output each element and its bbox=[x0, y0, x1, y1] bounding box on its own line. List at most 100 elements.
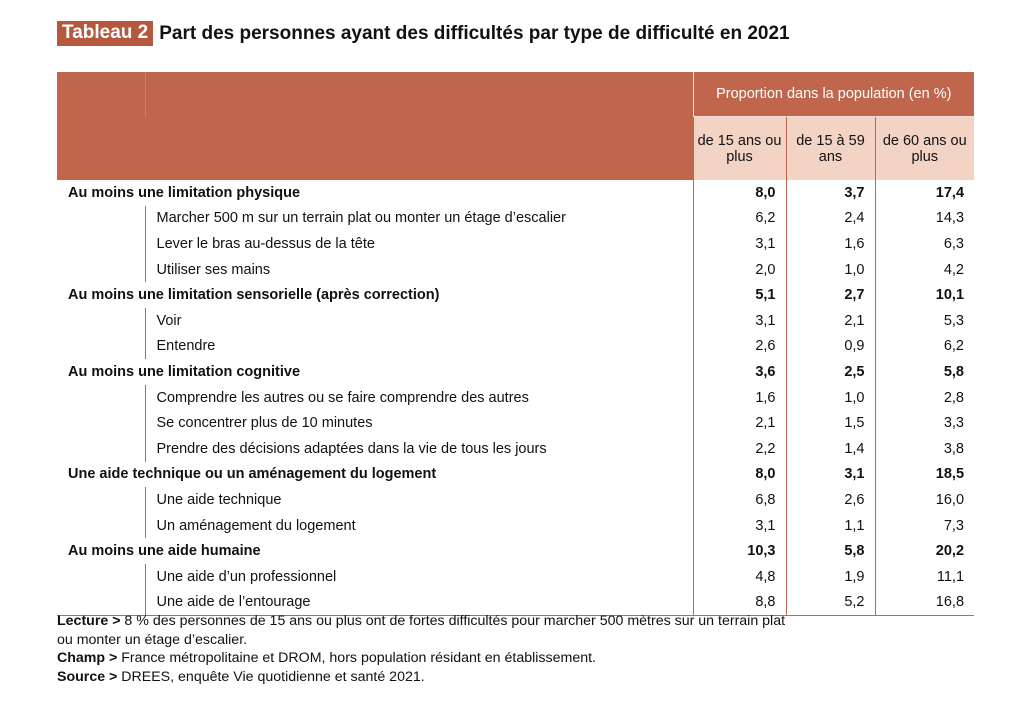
value-60-plus: 5,3 bbox=[874, 307, 975, 334]
row-label: Une aide de l’entourage bbox=[145, 589, 693, 617]
value-60-plus: 14,3 bbox=[874, 205, 975, 232]
header-group-label: Proportion dans la population (en %) bbox=[692, 72, 975, 117]
value-60-plus: 7,3 bbox=[874, 512, 975, 539]
row-label: Une aide technique bbox=[156, 491, 282, 508]
value-60-plus: 6,2 bbox=[874, 333, 975, 360]
row-label: Un aménagement du logement bbox=[156, 517, 356, 534]
value-60-plus: 6,3 bbox=[874, 231, 975, 257]
row-indent bbox=[57, 333, 146, 360]
value-15-59: 3,1 bbox=[785, 461, 875, 488]
note-champ-text: France métropolitaine et DROM, hors popu… bbox=[117, 650, 596, 666]
category-row: Une aide technique ou un aménagement du … bbox=[57, 461, 975, 488]
column-header-60-plus: de 60 ans ou plus bbox=[874, 116, 975, 180]
value-60-plus: 3,3 bbox=[874, 410, 975, 436]
row-indent bbox=[57, 205, 146, 232]
value-60-plus: 4,2 bbox=[874, 256, 975, 283]
table-title: Part des personnes ayant des difficultés… bbox=[159, 22, 790, 44]
value-15-59: 5,2 bbox=[785, 589, 875, 617]
row-label: Se concentrer plus de 10 minutes bbox=[156, 415, 373, 432]
value-15-plus: 1,6 bbox=[692, 384, 786, 411]
row-indent bbox=[57, 435, 146, 462]
note-lecture-label: Lecture > bbox=[57, 613, 121, 629]
note-lecture-text: 8 % des personnes de 15 ans ou plus ont … bbox=[120, 613, 786, 629]
subcategory-row: Une aide de l’entourage 8,8 5,2 16,8 bbox=[57, 589, 975, 617]
page-title: Tableau 2 Part des personnes ayant des d… bbox=[57, 21, 790, 46]
value-60-plus: 18,5 bbox=[874, 461, 975, 488]
column-header-15-59: de 15 à 59 ans bbox=[785, 116, 875, 180]
value-15-59: 1,0 bbox=[785, 384, 875, 411]
subcategory-row: Prendre des décisions adaptées dans la v… bbox=[57, 435, 975, 462]
value-15-plus: 8,0 bbox=[692, 461, 786, 488]
value-15-plus: 4,8 bbox=[692, 563, 786, 590]
category-row: Au moins une limitation physique 8,0 3,7 17… bbox=[57, 180, 975, 206]
value-60-plus: 16,8 bbox=[874, 589, 975, 617]
value-15-59: 1,5 bbox=[785, 410, 875, 436]
category-row: Au moins une limitation cognitive 3,6 2,5 5… bbox=[57, 359, 975, 385]
value-15-59: 0,9 bbox=[785, 333, 875, 360]
subcategory-row: Se concentrer plus de 10 minutes 2,1 1,5 3,… bbox=[57, 410, 975, 436]
value-15-plus: 3,1 bbox=[692, 307, 786, 334]
value-15-plus: 2,0 bbox=[692, 256, 786, 283]
table-notes: Lecture > 8 % des personnes de 15 ans ou… bbox=[57, 612, 957, 686]
subcategory-row: Une aide technique 6,8 2,6 16,0 bbox=[57, 487, 975, 513]
header-row-columns: de 15 ans ou plus de 15 à 59 ans de 60 a… bbox=[57, 116, 975, 180]
header-blank-indent bbox=[57, 72, 146, 117]
header-blank-label bbox=[145, 116, 693, 180]
value-15-plus: 6,8 bbox=[692, 487, 786, 513]
value-15-plus: 2,1 bbox=[692, 410, 786, 436]
category-row: Au moins une aide humaine 10,3 5,8 20,2 bbox=[57, 538, 975, 564]
value-15-plus: 3,1 bbox=[692, 512, 786, 539]
note-champ-label: Champ > bbox=[57, 650, 118, 666]
value-60-plus: 17,4 bbox=[874, 180, 975, 206]
value-60-plus: 3,8 bbox=[874, 435, 975, 462]
subcategory-row: Une aide d’un professionnel 4,8 1,9 11,1 bbox=[57, 563, 975, 590]
value-15-plus: 5,1 bbox=[692, 282, 786, 308]
value-60-plus: 10,1 bbox=[874, 282, 975, 308]
row-indent bbox=[57, 384, 146, 411]
note-source: Source > DREES, enquête Vie quotidienne … bbox=[57, 668, 957, 687]
value-15-plus: 8,8 bbox=[692, 589, 786, 617]
row-indent bbox=[57, 487, 146, 513]
value-15-59: 2,5 bbox=[785, 359, 875, 385]
row-indent bbox=[57, 307, 146, 334]
subcategory-row: Utiliser ses mains 2,0 1,0 4,2 bbox=[57, 256, 975, 283]
row-label: Au moins une aide humaine bbox=[68, 543, 261, 560]
header-row-group: Proportion dans la population (en %) bbox=[57, 72, 975, 117]
row-label: Marcher 500 m sur un terrain plat ou mon… bbox=[156, 210, 566, 227]
note-lecture: Lecture > 8 % des personnes de 15 ans ou… bbox=[57, 612, 957, 631]
row-indent bbox=[57, 410, 146, 436]
subcategory-row: Lever le bras au-dessus de la tête 3,1 1,6… bbox=[57, 231, 975, 257]
value-60-plus: 2,8 bbox=[874, 384, 975, 411]
value-15-59: 1,1 bbox=[785, 512, 875, 539]
row-label: Une aide technique ou un aménagement du … bbox=[68, 466, 437, 483]
value-15-59: 1,9 bbox=[785, 563, 875, 590]
row-indent bbox=[57, 231, 146, 257]
value-15-plus: 2,6 bbox=[692, 333, 786, 360]
row-indent bbox=[57, 256, 146, 283]
value-60-plus: 5,8 bbox=[874, 359, 975, 385]
row-label: Comprendre les autres ou se faire compre… bbox=[156, 389, 529, 406]
subcategory-row: Entendre 2,6 0,9 6,2 bbox=[57, 333, 975, 360]
row-label: Prendre des décisions adaptées dans la v… bbox=[156, 440, 547, 457]
value-15-59: 2,7 bbox=[785, 282, 875, 308]
table-number-tag: Tableau 2 bbox=[57, 21, 154, 46]
value-15-plus: 6,2 bbox=[692, 205, 786, 232]
value-15-plus: 2,2 bbox=[692, 435, 786, 462]
data-table: Proportion dans la population (en %) de … bbox=[57, 72, 975, 617]
row-label: Entendre bbox=[156, 338, 216, 355]
table-body: Au moins une limitation physique 8,0 3,7 17… bbox=[57, 180, 975, 617]
subcategory-row: Comprendre les autres ou se faire compre… bbox=[57, 384, 975, 411]
header-blank-indent bbox=[57, 116, 145, 180]
note-source-label: Source > bbox=[57, 668, 118, 685]
row-label: Au moins une limitation cognitive bbox=[68, 363, 301, 380]
row-label: Au moins une limitation sensorielle (apr… bbox=[68, 287, 440, 304]
value-15-plus: 10,3 bbox=[692, 538, 786, 564]
value-15-59: 2,4 bbox=[785, 205, 875, 232]
column-header-15-plus: de 15 ans ou plus bbox=[692, 116, 786, 180]
subcategory-row: Marcher 500 m sur un terrain plat ou mon… bbox=[57, 205, 975, 232]
subcategory-row: Un aménagement du logement 3,1 1,1 7,3 bbox=[57, 512, 975, 539]
value-15-59: 1,4 bbox=[785, 435, 875, 462]
value-15-59: 1,0 bbox=[785, 256, 875, 283]
note-source-text: DREES, enquête Vie quotidienne et santé … bbox=[117, 668, 425, 685]
value-15-plus: 3,6 bbox=[692, 359, 786, 385]
